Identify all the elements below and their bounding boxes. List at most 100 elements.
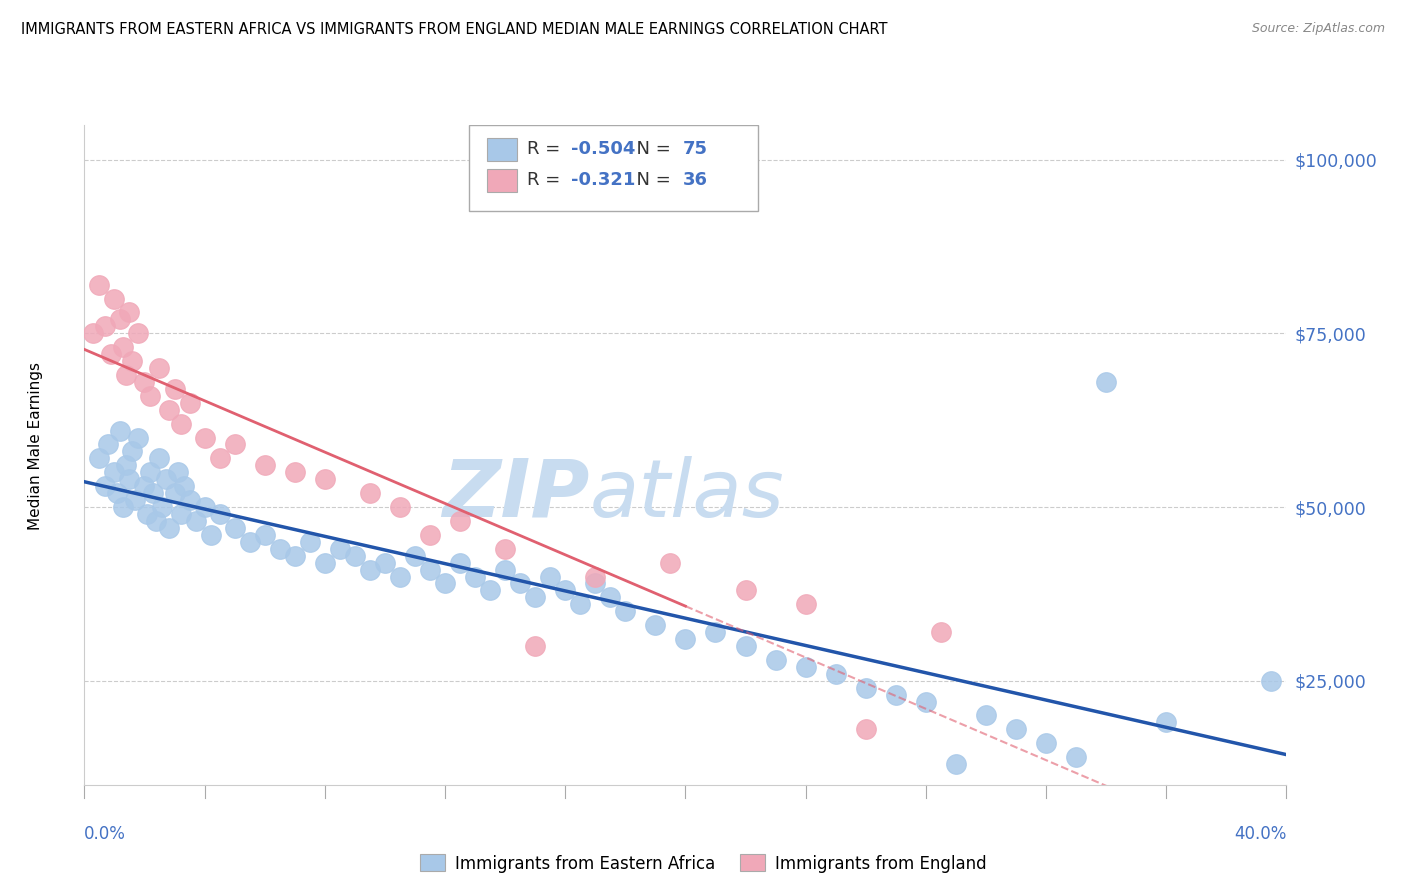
Legend: Immigrants from Eastern Africa, Immigrants from England: Immigrants from Eastern Africa, Immigran… [413,847,993,880]
FancyBboxPatch shape [486,138,517,161]
Point [524,639,547,653]
Point [494,563,516,577]
Text: -0.321: -0.321 [571,171,636,189]
Point [115,458,138,473]
Point [152,500,174,514]
Point [675,632,697,646]
Point [239,534,262,549]
Point [142,486,165,500]
Text: 75: 75 [683,140,709,158]
Point [155,472,177,486]
Point [734,583,756,598]
Point [166,465,188,479]
Point [115,368,138,382]
Point [134,375,156,389]
Point [704,625,727,640]
Point [103,292,125,306]
Point [434,576,457,591]
Point [1095,375,1118,389]
Point [97,437,120,451]
Point [269,541,291,556]
Point [184,514,207,528]
Point [179,493,201,508]
Point [112,500,135,514]
Point [419,528,441,542]
Text: N =: N = [626,171,676,189]
Point [112,340,135,354]
Point [157,521,180,535]
Text: 40.0%: 40.0% [1234,825,1286,843]
Point [224,437,246,451]
Point [110,424,132,438]
Point [1064,750,1087,764]
Point [163,486,186,500]
Point [89,451,111,466]
Point [419,563,441,577]
Text: R =: R = [527,171,565,189]
Point [359,486,381,500]
Point [583,576,606,591]
Point [855,723,877,737]
Point [169,507,191,521]
Point [494,541,516,556]
Point [200,528,222,542]
Point [110,312,132,326]
Point [1156,715,1178,730]
Point [136,507,159,521]
Point [100,347,122,361]
Point [148,451,170,466]
Text: N =: N = [626,140,676,158]
Point [644,618,666,632]
Point [127,431,149,445]
Point [569,597,592,611]
Point [124,493,146,508]
Point [169,417,191,431]
Point [179,396,201,410]
Point [139,389,162,403]
Point [298,534,321,549]
Point [794,660,817,674]
Point [599,591,621,605]
Point [121,354,143,368]
Text: Source: ZipAtlas.com: Source: ZipAtlas.com [1251,22,1385,36]
Point [915,695,938,709]
Point [82,326,104,341]
Point [479,583,502,598]
Point [314,472,336,486]
Point [449,556,471,570]
Point [1005,723,1028,737]
Point [329,541,352,556]
Point [139,465,162,479]
Text: IMMIGRANTS FROM EASTERN AFRICA VS IMMIGRANTS FROM ENGLAND MEDIAN MALE EARNINGS C: IMMIGRANTS FROM EASTERN AFRICA VS IMMIGR… [21,22,887,37]
Text: -0.504: -0.504 [571,140,636,158]
Point [945,757,967,772]
Point [388,569,411,583]
Point [824,666,846,681]
Point [538,569,561,583]
Point [388,500,411,514]
Point [121,444,143,458]
Point [509,576,531,591]
Point [794,597,817,611]
Text: 36: 36 [683,171,709,189]
Point [89,277,111,292]
Point [359,563,381,577]
Point [449,514,471,528]
Point [884,688,907,702]
Point [734,639,756,653]
Point [929,625,952,640]
Point [974,708,997,723]
Point [224,521,246,535]
Point [583,569,606,583]
Point [855,681,877,695]
Point [208,451,231,466]
Point [284,465,307,479]
Text: atlas: atlas [589,456,785,533]
Point [194,500,217,514]
Point [253,458,276,473]
Point [94,319,117,334]
Point [284,549,307,563]
Point [134,479,156,493]
Point [173,479,195,493]
FancyBboxPatch shape [486,169,517,192]
